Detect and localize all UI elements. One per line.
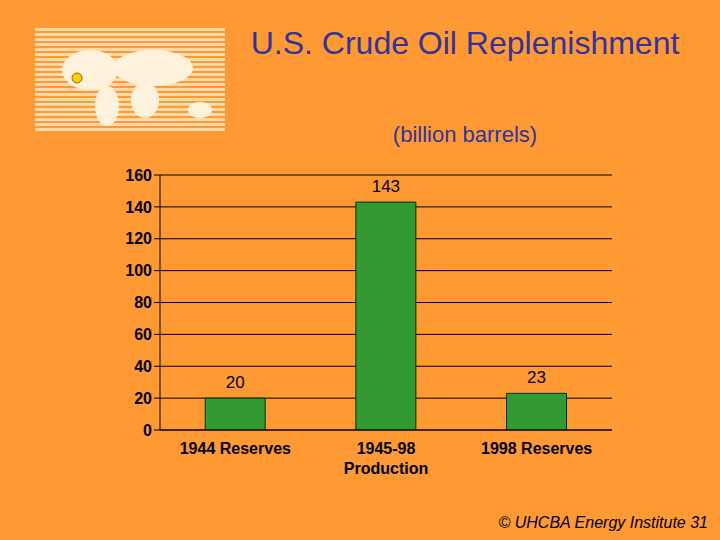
svg-text:1944 Reserves: 1944 Reserves: [180, 440, 291, 457]
svg-text:120: 120: [125, 230, 152, 247]
html-text:U.S. Crude Oil Replenishment: U.S. Crude Oil Replenishment: [250, 25, 680, 61]
svg-text:100: 100: [125, 262, 152, 279]
svg-text:1945-98: 1945-98: [357, 440, 416, 457]
svg-text:40: 40: [134, 358, 152, 375]
svg-text:20: 20: [226, 373, 245, 392]
svg-text:80: 80: [134, 294, 152, 311]
svg-text:Production: Production: [344, 460, 428, 477]
svg-text:0: 0: [143, 422, 152, 439]
svg-text:140: 140: [125, 199, 152, 216]
svg-text:1998 Reserves: 1998 Reserves: [481, 440, 592, 457]
svg-text:60: 60: [134, 326, 152, 343]
html-text:(billion barrels): (billion barrels): [392, 122, 538, 147]
svg-text:143: 143: [372, 177, 400, 196]
svg-text:23: 23: [527, 368, 546, 387]
svg-text:20: 20: [134, 390, 152, 407]
svg-text:160: 160: [125, 167, 152, 184]
html-text:© UHCBA Energy Institute 31: © UHCBA Energy Institute 31: [498, 514, 708, 531]
